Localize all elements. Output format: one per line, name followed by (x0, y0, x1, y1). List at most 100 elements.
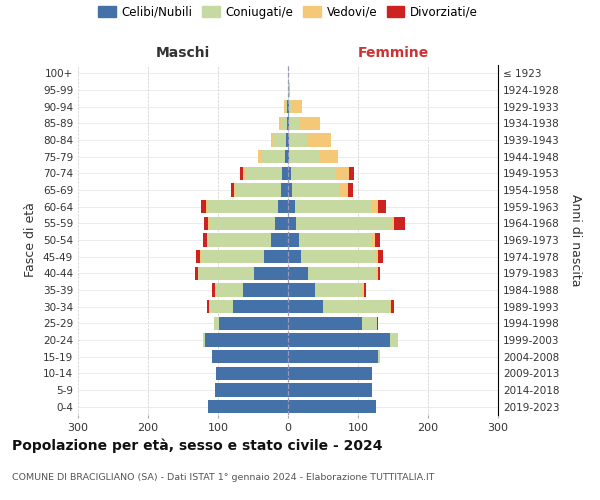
Bar (299, 116, 320, 130)
Bar (379, 250, 383, 264)
Bar (263, 250, 288, 264)
Bar (284, 150, 288, 164)
Bar (288, 300, 323, 314)
Bar (288, 250, 301, 264)
Bar (204, 216, 208, 230)
Bar (288, 266, 308, 280)
Bar (299, 234, 372, 246)
Bar (292, 100, 302, 114)
Bar (288, 116, 289, 130)
Bar (289, 100, 292, 114)
Bar (288, 366, 372, 380)
Bar (286, 134, 288, 146)
Bar (271, 234, 288, 246)
Bar (323, 300, 389, 314)
Bar (372, 234, 375, 246)
Bar (288, 334, 389, 346)
Bar (289, 150, 319, 164)
Bar (287, 100, 288, 114)
Bar (281, 184, 288, 196)
Bar (215, 284, 242, 296)
Bar (216, 366, 288, 380)
Bar (288, 100, 289, 114)
Bar (349, 166, 354, 180)
Bar (296, 216, 391, 230)
Bar (289, 134, 308, 146)
Bar (195, 266, 198, 280)
Text: Femmine: Femmine (358, 46, 428, 60)
Bar (391, 216, 394, 230)
Legend: Celibi/Nubili, Coniugati/e, Vedovi/e, Divorziati/e: Celibi/Nubili, Coniugati/e, Vedovi/e, Di… (93, 1, 483, 24)
Bar (288, 216, 296, 230)
Bar (287, 116, 288, 130)
Bar (285, 100, 287, 114)
Bar (394, 216, 405, 230)
Bar (235, 184, 281, 196)
Bar (319, 150, 338, 164)
Bar (246, 166, 283, 180)
Bar (376, 266, 377, 280)
Bar (289, 84, 290, 96)
Bar (288, 384, 372, 396)
Bar (212, 350, 288, 364)
Bar (214, 316, 220, 330)
Bar (220, 316, 288, 330)
Bar (288, 400, 376, 413)
Bar (243, 166, 246, 180)
Bar (208, 300, 209, 314)
Bar (348, 184, 353, 196)
Bar (362, 284, 364, 296)
Bar (337, 166, 349, 180)
Bar (206, 200, 208, 213)
Text: COMUNE DI BRACIGLIANO (SA) - Dati ISTAT 1° gennaio 2024 - Elaborazione TUTTITALI: COMUNE DI BRACIGLIANO (SA) - Dati ISTAT … (12, 473, 434, 482)
Bar (372, 200, 377, 213)
Bar (288, 150, 289, 164)
Bar (291, 166, 337, 180)
Bar (258, 150, 262, 164)
Bar (377, 266, 380, 280)
Bar (308, 134, 331, 146)
Bar (277, 200, 288, 213)
Bar (212, 284, 215, 296)
Bar (288, 284, 314, 296)
Bar (295, 200, 372, 213)
Bar (389, 300, 391, 314)
Bar (377, 316, 379, 330)
Bar (233, 300, 288, 314)
Bar (377, 350, 380, 364)
Bar (361, 316, 377, 330)
Bar (288, 200, 295, 213)
Bar (288, 234, 299, 246)
Bar (288, 316, 361, 330)
Bar (200, 200, 206, 213)
Y-axis label: Anni di nascita: Anni di nascita (569, 194, 582, 286)
Bar (208, 400, 288, 413)
Bar (288, 350, 377, 364)
Bar (262, 150, 284, 164)
Bar (275, 216, 288, 230)
Bar (234, 184, 235, 196)
Text: Popolazione per età, sesso e stato civile - 2024: Popolazione per età, sesso e stato civil… (12, 438, 383, 453)
Bar (273, 134, 286, 146)
Bar (209, 216, 275, 230)
Bar (292, 184, 340, 196)
Text: Maschi: Maschi (156, 46, 210, 60)
Bar (377, 200, 386, 213)
Bar (208, 234, 271, 246)
Bar (208, 200, 277, 213)
Bar (389, 334, 398, 346)
Bar (199, 266, 254, 280)
Y-axis label: Fasce di età: Fasce di età (25, 202, 37, 278)
Bar (230, 184, 234, 196)
Bar (254, 266, 288, 280)
Bar (391, 300, 394, 314)
Bar (289, 116, 299, 130)
Bar (288, 184, 292, 196)
Bar (284, 100, 285, 114)
Bar (196, 250, 200, 264)
Bar (314, 284, 362, 296)
Bar (375, 234, 380, 246)
Bar (198, 266, 199, 280)
Bar (279, 116, 281, 130)
Bar (271, 134, 274, 146)
